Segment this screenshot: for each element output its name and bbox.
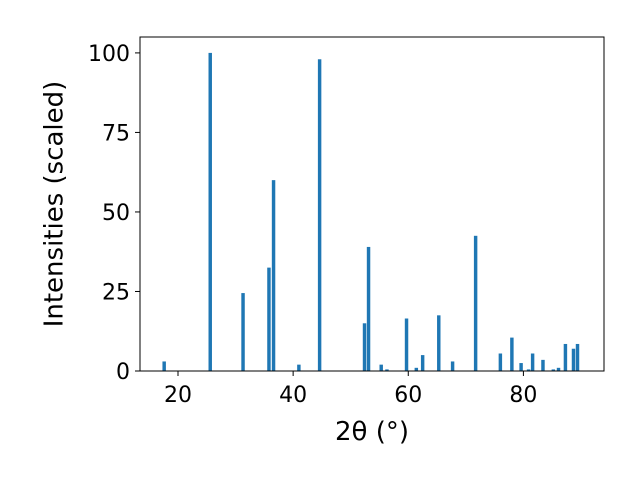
bar [575,343,580,371]
bar [267,267,271,371]
x-tick-label: 40 [279,383,307,408]
bar [162,361,166,371]
bar [498,353,503,371]
bar [551,369,556,371]
bar [519,363,523,371]
bar [404,318,409,371]
bar [526,369,531,371]
x-tick-label: 80 [509,383,537,408]
x-tick-label: 20 [164,383,192,408]
bar [473,235,478,371]
bar [297,364,301,371]
bar [385,369,389,371]
bar [366,246,371,371]
bar [437,315,441,371]
y-axis-label: Intensities (scaled) [40,81,70,328]
y-tick-label: 0 [116,360,130,385]
y-tick-label: 25 [102,280,130,305]
bar [563,343,568,371]
y-tick-label: 50 [102,201,130,226]
bar [241,293,245,371]
bar [414,367,419,371]
bar [530,353,535,371]
x-tick-label: 60 [394,383,422,408]
y-tick-label: 75 [102,121,130,146]
bar [317,59,322,372]
bar [541,359,545,371]
y-tick-label: 100 [88,42,130,67]
bar [362,323,367,371]
bar [420,355,425,371]
bar [571,348,576,371]
bar [510,337,514,371]
bar [556,367,561,371]
bar [379,364,383,371]
x-axis-label: 2θ (°) [335,417,409,447]
x-axis-ticks: 20 40 60 80 [164,371,537,408]
bar [450,361,455,371]
plot-frame [139,36,605,372]
y-axis-ticks: 0 25 50 75 100 [88,42,140,385]
bars-group [162,52,580,372]
bar [208,52,212,372]
bar [271,180,276,371]
